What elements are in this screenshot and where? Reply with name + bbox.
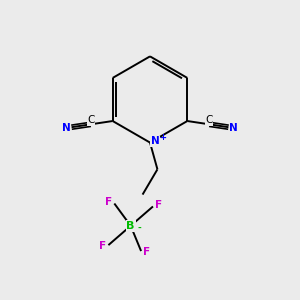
Text: N: N <box>151 136 159 146</box>
Text: F: F <box>105 197 112 207</box>
Text: C: C <box>88 116 95 125</box>
Text: F: F <box>99 241 106 251</box>
Text: -: - <box>137 224 141 233</box>
Text: +: + <box>159 133 166 142</box>
Text: N: N <box>230 123 238 133</box>
Text: B: B <box>127 221 135 231</box>
Text: F: F <box>143 247 151 257</box>
Text: F: F <box>155 200 163 210</box>
Text: C: C <box>205 116 212 125</box>
Text: N: N <box>62 123 70 133</box>
